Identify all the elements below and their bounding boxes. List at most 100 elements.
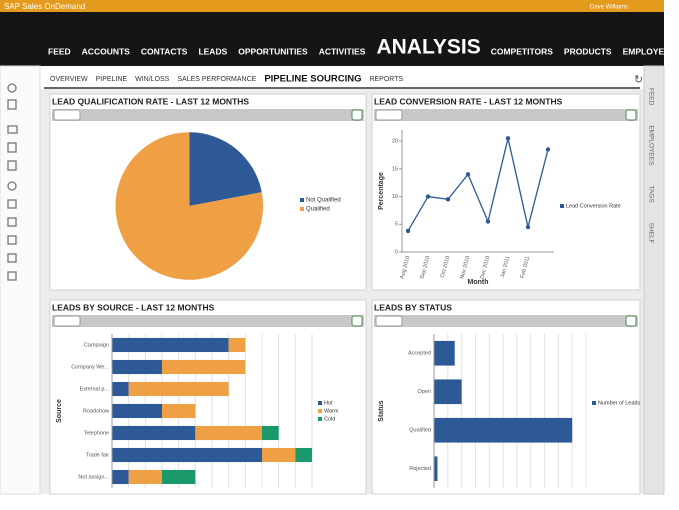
icon[interactable] (7, 181, 17, 191)
sub-nav-item[interactable]: SALES PERFORMANCE (177, 76, 256, 83)
sub-nav-item[interactable]: REPORTS (369, 76, 403, 83)
panel-title: LEADS BY STATUS (374, 302, 452, 312)
panel (371, 93, 641, 291)
sub-nav-item[interactable]: PIPELINE SOURCING (264, 74, 361, 85)
sub-nav-item[interactable]: OVERVIEW (50, 76, 88, 83)
legend-label: Cold (324, 416, 335, 422)
icon[interactable] (7, 125, 18, 134)
panel (371, 299, 641, 495)
sidebar-tab[interactable]: SHELF (647, 223, 654, 244)
chart-toolbar (374, 109, 638, 121)
sub-nav-item[interactable]: WIN/LOSS (135, 76, 170, 83)
chart-toolbar (52, 315, 364, 327)
icon[interactable] (7, 235, 17, 245)
icon[interactable] (7, 160, 17, 171)
bar-segment (112, 381, 129, 397)
legend-label: Lead Conversion Rate (566, 203, 621, 209)
x-tick-label: Dec 2010 (479, 255, 491, 279)
sub-nav-bar (0, 66, 664, 88)
sidebar-tab[interactable]: FEED (647, 88, 654, 106)
data-point (485, 219, 491, 224)
x-tick-label: Feb 2011 (520, 255, 532, 279)
nav-item[interactable]: LEADS (198, 46, 227, 56)
legend-swatch (300, 198, 304, 202)
icon[interactable] (7, 253, 17, 263)
y-tick-label: Open (418, 389, 431, 395)
legend-label: Number of Leads (598, 400, 640, 406)
sidebar-tab[interactable]: TAGS (647, 185, 654, 203)
chart-type-button[interactable] (53, 109, 81, 121)
panel-title: LEAD CONVERSION RATE - LAST 12 MONTHS (374, 96, 563, 106)
panel-title: LEADS BY SOURCE - LAST 12 MONTHS (52, 302, 215, 312)
bar-segment (434, 456, 438, 482)
nav-item[interactable]: EMPLOYEES (623, 46, 676, 56)
bar-segment (162, 359, 246, 375)
legend-swatch (318, 409, 322, 413)
bar-segment (112, 337, 229, 353)
icon[interactable] (7, 142, 17, 153)
pie-slice (115, 132, 264, 280)
legend-swatch (592, 401, 596, 405)
y-tick-label: Qualified (409, 428, 431, 434)
search-icon[interactable] (7, 83, 17, 93)
nav-item[interactable]: OPPORTUNITIES (238, 46, 308, 56)
y-tick-label: Telephone (84, 430, 109, 436)
icon[interactable] (7, 199, 17, 209)
nav-item[interactable]: FEED (48, 46, 71, 56)
bar-segment (262, 425, 279, 441)
y-tick-label: Accepted (408, 351, 431, 357)
panel-title: LEAD QUALIFICATION RATE - LAST 12 MONTHS (52, 96, 249, 106)
nav-item[interactable]: ACTIVITIES (319, 46, 366, 56)
export-button[interactable] (625, 315, 637, 327)
chart-type-button[interactable] (375, 315, 403, 327)
x-tick-label: Nov 2010 (459, 255, 471, 279)
y-tick-label: Roadshow (83, 408, 109, 414)
icon[interactable] (7, 217, 17, 227)
export-button[interactable] (351, 315, 363, 327)
nav-item[interactable]: ACCOUNTS (82, 46, 130, 56)
app-title: SAP Sales OnDemand (4, 2, 85, 11)
y-tick-label: 15 (392, 166, 398, 172)
bar-segment (434, 379, 462, 405)
y-tick-label: External p... (80, 386, 110, 392)
y-tick-label: 10 (392, 194, 398, 200)
chart-type-button[interactable] (375, 109, 403, 121)
bar-segment (228, 337, 246, 353)
legend-label: Warm (324, 408, 339, 414)
panel (49, 299, 367, 495)
y-tick-label: 0 (395, 249, 398, 255)
bar-segment (195, 425, 262, 441)
y-axis-label: Source (56, 399, 63, 423)
nav-item[interactable]: ANALYSIS (376, 36, 480, 59)
nav-item[interactable]: PRODUCTS (564, 46, 612, 56)
y-tick-label: Not assign... (78, 474, 109, 480)
icon[interactable] (7, 271, 17, 281)
bar-segment (112, 425, 196, 441)
legend-swatch (300, 207, 304, 211)
legend-swatch (318, 401, 322, 405)
icon[interactable] (7, 99, 17, 110)
bar-segment (162, 469, 196, 485)
pie-slice (189, 132, 262, 206)
legend-swatch (560, 204, 564, 208)
bar-segment (262, 447, 296, 463)
export-button[interactable] (351, 109, 363, 121)
data-line (407, 138, 549, 232)
bar-segment (434, 417, 573, 443)
left-toolbar (0, 65, 41, 495)
user-name[interactable]: Dave Williams (590, 5, 628, 11)
nav-item[interactable]: CONTACTS (141, 46, 188, 56)
bar-segment (434, 340, 455, 366)
sub-nav-item[interactable]: PIPELINE (96, 76, 128, 83)
data-point (525, 224, 531, 230)
bar-segment (162, 403, 196, 419)
chart-toolbar (374, 315, 638, 327)
nav-bar (0, 12, 664, 66)
sidebar-tab[interactable]: EMPLOYEES (647, 125, 654, 166)
refresh-icon[interactable]: ↻ (634, 74, 643, 86)
export-button[interactable] (625, 109, 637, 121)
nav-item[interactable]: COMPETITORS (491, 46, 554, 56)
x-tick-label: Jan 2011 (500, 255, 512, 278)
bar-segment (112, 359, 162, 375)
chart-type-button[interactable] (53, 315, 81, 327)
